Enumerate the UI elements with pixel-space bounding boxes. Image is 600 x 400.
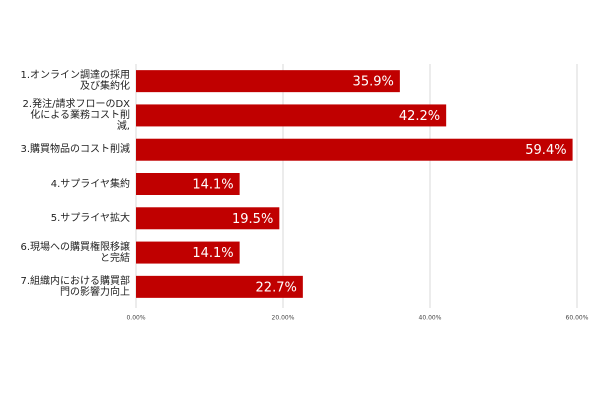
value-label: 35.9%: [353, 75, 394, 90]
bar: [136, 138, 573, 161]
bar: [136, 173, 240, 195]
x-tick-label: 40.00%: [419, 315, 442, 322]
y-tick-label: 7.組織内における購買部門の影響力向上: [20, 275, 130, 298]
x-tick-label: 20.00%: [272, 315, 295, 322]
y-tick-label: 6.現場への購買権限移譲と完結: [20, 241, 130, 264]
x-tick-label: 60.00%: [566, 315, 589, 322]
value-label: 14.1%: [192, 178, 233, 193]
bar: [136, 275, 303, 298]
y-tick-label: 4.サプライヤ集約: [50, 178, 130, 190]
y-tick-label: 3.購買物品のコスト削減: [20, 144, 130, 156]
value-label: 19.5%: [232, 212, 273, 227]
value-label: 22.7%: [256, 280, 297, 295]
value-label: 42.2%: [399, 109, 440, 124]
bar: [136, 104, 447, 127]
bar: [136, 207, 280, 230]
x-tick-label: 0.00%: [126, 315, 145, 322]
bar: [136, 241, 240, 264]
y-tick-label: 5.サプライヤ拡大: [50, 212, 130, 224]
y-tick-label: 2.発注/請求フローのDX化による業務コスト削減,: [22, 98, 130, 132]
value-label: 59.4%: [525, 143, 566, 158]
bar: [136, 70, 400, 93]
value-label: 14.1%: [192, 246, 233, 261]
y-tick-label: 1.オンライン調達の採用及び集約化: [20, 70, 130, 93]
